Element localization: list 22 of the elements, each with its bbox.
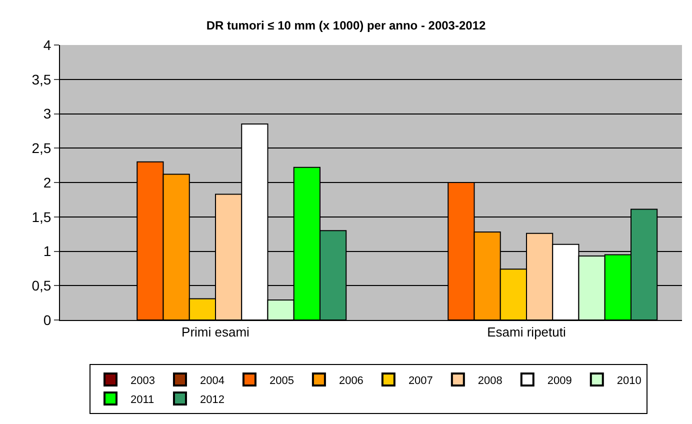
legend-label: 2008 — [478, 374, 502, 387]
legend-label: 2010 — [616, 374, 642, 387]
y-tick-label: 3 — [43, 106, 52, 122]
y-tick-label: 3,5 — [32, 71, 52, 88]
x-tick-label: Esami ripetuti — [487, 324, 566, 340]
y-tick-label: 2 — [43, 174, 52, 190]
y-tick-label: 2,5 — [32, 140, 52, 156]
legend-label: 2009 — [547, 374, 572, 387]
y-tick-label: 1,5 — [32, 208, 52, 225]
y-tick-label: 1 — [43, 243, 52, 260]
legend-label: 2005 — [269, 374, 294, 387]
y-tick-label: 0 — [43, 312, 52, 328]
legend-label: 2003 — [130, 374, 155, 387]
x-tick-label: Primi esami — [182, 324, 250, 340]
legend-label: 2011 — [130, 394, 154, 406]
y-tick-label: 0,5 — [32, 278, 52, 294]
legend-label: 2012 — [200, 394, 224, 406]
chart-title: DR tumori ≤ 10 mm (x 1000) per anno - 2003-2012 — [206, 18, 486, 33]
legend-label: 2004 — [200, 374, 224, 387]
legend-label: 2006 — [338, 374, 364, 387]
legend-label: 2007 — [408, 374, 433, 387]
y-tick-label: 4 — [43, 36, 52, 53]
